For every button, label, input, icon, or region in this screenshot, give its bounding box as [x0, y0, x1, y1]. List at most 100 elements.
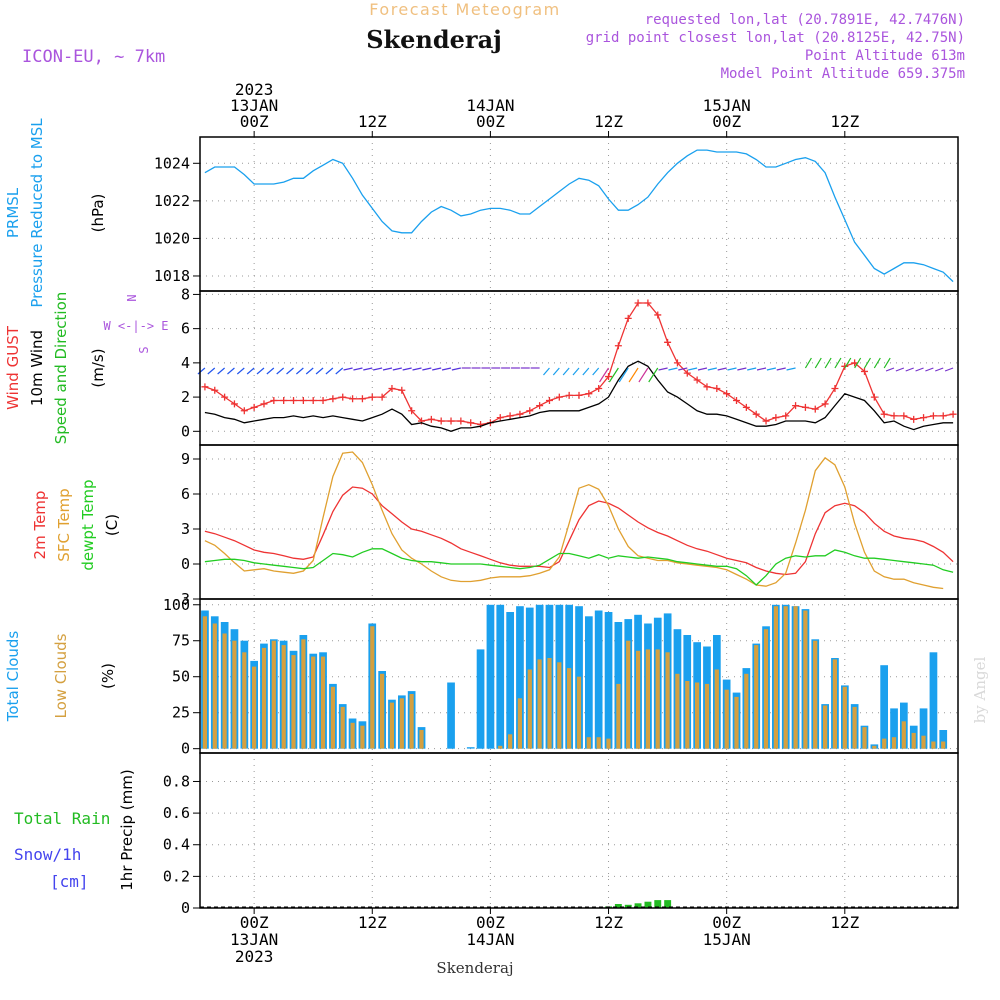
wind-direction-arrow — [854, 357, 862, 369]
total-cloud-bar — [506, 612, 514, 749]
wind-direction-arrow — [776, 367, 786, 371]
wind-direction-arrow — [217, 367, 226, 375]
low-cloud-bar — [261, 647, 267, 749]
low-cloud-bar — [911, 732, 916, 749]
wind-direction-label: Speed and Direction — [52, 292, 70, 445]
wind-direction-arrow — [935, 367, 944, 372]
low-cloud-bar — [281, 645, 286, 749]
gust-marker — [752, 410, 760, 418]
wind-direction-arrow — [207, 367, 216, 375]
panel-frame — [199, 752, 959, 909]
wind-direction-arrow — [786, 367, 796, 371]
compass-n: N — [125, 294, 139, 301]
total-cloud-bar — [447, 682, 455, 749]
low-cloud-bar — [242, 652, 247, 749]
snow-label: Snow/1h — [14, 845, 81, 864]
low-cloud-bar — [931, 741, 936, 749]
gust-marker — [427, 415, 435, 423]
y-tick-label: 0.4 — [163, 836, 190, 854]
low-cloud-bar — [665, 652, 670, 749]
bottom-time-label: 00Z — [240, 913, 269, 932]
wind-direction-arrow — [335, 367, 344, 375]
low-cloud-bar — [941, 741, 946, 749]
top-time-label: 15JAN — [703, 96, 751, 115]
low-cloud-bar — [576, 676, 582, 749]
bottom-time-label: 00Z — [476, 913, 505, 932]
series-line-wind-gust — [204, 302, 954, 426]
rain-bar — [654, 900, 662, 908]
gust-marker — [595, 385, 603, 393]
wind-direction-arrow — [582, 367, 590, 376]
bottom-time-label: 12Z — [594, 913, 623, 932]
temp-2m-label: 2m Temp — [31, 491, 49, 560]
total-rain-label: Total Rain — [14, 809, 110, 828]
low-cloud-bar — [330, 686, 335, 749]
gust-marker — [565, 391, 573, 399]
y-tick-label: -3 — [172, 590, 190, 608]
low-cloud-bar — [419, 730, 424, 749]
y-tick-label: 9 — [181, 450, 190, 468]
y-tick-label: 1020 — [154, 229, 190, 247]
low-cloud-bar — [537, 659, 542, 749]
gust-marker — [457, 417, 465, 425]
gust-marker — [772, 414, 780, 422]
wind-direction-arrow — [747, 367, 757, 371]
clouds-unit-label: (%) — [99, 663, 117, 689]
low-cloud-bar — [508, 734, 513, 749]
y-tick-label: 4 — [181, 354, 190, 372]
temp-unit-label: (C) — [103, 514, 121, 536]
low-cloud-bar — [567, 668, 572, 749]
y-tick-label: 0.6 — [163, 804, 190, 822]
wind-10m-label: 10m Wind — [28, 330, 46, 406]
gust-marker — [290, 397, 298, 405]
wind-direction-arrow — [628, 367, 639, 383]
low-cloud-bar — [754, 645, 759, 749]
low-cloud-bar — [311, 656, 316, 749]
panel-frame — [199, 444, 959, 600]
series-line-sfc-temp — [204, 451, 944, 590]
low-cloud-bar — [704, 683, 710, 749]
wind-direction-arrow — [687, 367, 698, 371]
wind-direction-arrow — [638, 367, 649, 383]
gust-marker — [713, 385, 721, 393]
wind-direction-arrow — [895, 367, 905, 372]
rain-bar — [634, 903, 642, 908]
gust-marker — [831, 385, 839, 393]
low-cloud-bar — [212, 623, 217, 749]
model-label: ICON-EU, ~ 7km — [22, 47, 165, 67]
gust-marker — [299, 397, 307, 405]
gust-marker — [693, 376, 701, 384]
gust-marker — [437, 417, 445, 425]
gust-marker — [408, 407, 416, 415]
snow-unit-label: [cm] — [50, 872, 89, 891]
gust-marker — [280, 397, 288, 405]
gust-marker — [841, 362, 849, 370]
wind-direction-arrow — [668, 367, 678, 371]
bottom-time-label: 12Z — [358, 913, 387, 932]
gust-marker — [723, 390, 731, 398]
gust-marker — [447, 417, 455, 425]
clouds-panel: 0 25 50 75 100 — [163, 596, 959, 758]
low-cloud-bar — [626, 640, 631, 749]
low-cloud-bar — [340, 706, 345, 749]
gust-marker — [949, 410, 957, 418]
low-cloud-bar — [645, 649, 650, 749]
wind-direction-arrow — [402, 367, 412, 371]
gust-marker — [664, 338, 672, 346]
wind-direction-arrow — [885, 367, 895, 372]
panel-frame — [199, 136, 959, 292]
side-labels: PRMSL Pressure Reduced to MSL (hPa) Wind GU… — [4, 118, 169, 891]
gust-marker — [270, 397, 278, 405]
total-cloud-bar — [486, 604, 495, 749]
wind-direction-arrow — [572, 367, 580, 376]
gust-marker — [880, 410, 888, 418]
top-time-label: 14JAN — [466, 96, 514, 115]
wind-direction-arrow — [227, 367, 235, 375]
low-cloud-bar — [517, 698, 522, 749]
gust-marker — [545, 397, 553, 405]
low-cloud-bar — [636, 650, 641, 749]
low-cloud-bar — [527, 669, 532, 749]
temperature-panel: -3 0 3 6 9 — [172, 444, 959, 608]
low-cloud-bar — [370, 626, 375, 749]
gust-marker — [516, 410, 524, 418]
